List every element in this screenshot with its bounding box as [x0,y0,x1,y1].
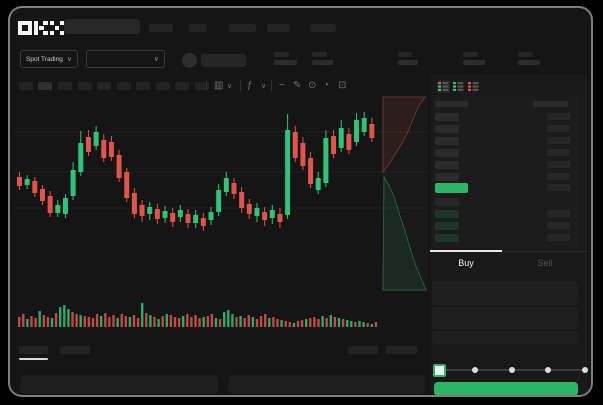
last-price-amount [547,184,570,191]
nav-item-2[interactable] [188,24,207,32]
ask-row-amount[interactable] [547,113,570,120]
fullscreen-icon[interactable]: ⊡ [338,80,347,91]
bottom-filter-1[interactable] [348,346,378,354]
slider-stop-4[interactable] [582,367,588,373]
bottom-filter-2[interactable] [386,346,417,354]
ask-row-amount[interactable] [547,149,570,156]
slider-stop-2[interactable] [509,367,515,373]
tab-sell[interactable]: Sell [502,252,588,274]
toolbar-divider [271,80,272,91]
ticker-stat-label-4 [463,52,478,57]
nav-item-3[interactable] [228,24,256,32]
bid-row-price[interactable] [435,234,459,242]
ticker-stat-value-5 [518,60,540,65]
ticker-stat-label-3 [398,52,412,57]
candlestick-chart[interactable] [14,96,428,292]
ticker-stat-label-2 [312,52,327,57]
total-input[interactable] [432,331,578,344]
ticker-stat-value-2 [312,60,333,65]
ask-row-amount[interactable] [547,125,570,132]
bid-row-amount[interactable] [547,234,570,241]
timeframe-pill-7[interactable] [136,82,150,90]
timeframe-pill-6[interactable] [117,82,131,90]
history-panel-placeholder [228,375,425,394]
market-type-label: Spot Trading [26,55,63,63]
amount-slider-handle[interactable] [433,364,446,377]
tab-buy[interactable]: Buy [430,252,502,274]
ticker-stat-value-3 [398,60,418,65]
ticker-stat-value-1 [274,60,297,65]
chevron-down-icon[interactable]: ∨ [261,83,267,90]
nav-item-4[interactable] [267,24,290,32]
bottom-tab-active-underline [19,358,48,360]
sell-tab-label: Sell [537,257,553,268]
draw-tool-icon[interactable]: ✎ [293,80,302,91]
camera-icon[interactable]: ⊙ [308,80,317,91]
slider-stop-3[interactable] [545,367,551,373]
search-input[interactable] [64,19,140,34]
amount-input[interactable] [432,307,578,329]
volume-chart [18,303,378,327]
history-icon[interactable]: ◔ [323,80,330,91]
book-combined-icon[interactable] [437,80,450,93]
market-type-dropdown[interactable]: Spot Trading ∨ [20,50,78,68]
bottom-tab-1[interactable] [19,346,48,354]
ask-row-price[interactable] [435,161,459,169]
bottom-tab-2[interactable] [60,346,90,354]
bid-row-amount[interactable] [547,210,570,217]
chevron-down-icon: ∨ [66,55,72,63]
timeframe-pill-10[interactable] [195,82,209,90]
timeframe-pill-1[interactable] [19,82,33,90]
pair-coin-icon [182,53,197,68]
book-bids-only-icon[interactable] [452,80,465,93]
bid-row-price[interactable] [435,198,459,206]
ticker-stat-label-1 [274,52,289,57]
slider-stop-1[interactable] [472,367,478,373]
line-tool-icon[interactable]: ~ [279,80,285,91]
toolbar-divider [240,80,241,91]
bid-row-price[interactable] [435,210,459,218]
bid-row-amount[interactable] [547,222,570,229]
ob-header-price [435,101,468,107]
ask-row-price[interactable] [435,137,459,145]
pair-name-placeholder [201,54,246,67]
app-window: Spot Trading ∨ ∨ [8,6,593,397]
price-input[interactable] [432,281,578,305]
timeframe-pill-8[interactable] [156,82,170,90]
bid-row-price[interactable] [435,222,459,230]
chevron-down-icon[interactable]: ∨ [227,83,233,90]
candle-type-icon[interactable]: ▥ [214,80,224,91]
timeframe-pill-4[interactable] [78,82,92,90]
ask-row-amount[interactable] [547,161,570,168]
book-asks-only-icon[interactable] [467,80,480,93]
timeframe-pill-5[interactable] [97,82,111,90]
nav-item-5[interactable] [310,24,336,32]
buy-submit-button[interactable] [434,382,578,395]
okx-logo [18,21,64,35]
toolbar-divider [206,80,207,91]
sell-tab-border [502,251,588,252]
ob-header-amount [533,101,568,107]
timeframe-pill-2[interactable] [38,82,52,90]
chevron-down-icon: ∨ [153,55,159,63]
ask-row-price[interactable] [435,125,459,133]
ask-row-amount[interactable] [547,137,570,144]
ask-row-price[interactable] [435,149,459,157]
ask-row-price[interactable] [435,173,459,181]
ticker-stat-label-5 [518,52,533,57]
last-price-badge[interactable] [435,183,468,193]
buy-tab-indicator [430,250,502,252]
indicators-icon[interactable]: ƒ [247,80,253,91]
pair-selector-dropdown[interactable]: ∨ [86,50,165,68]
timeframe-pill-9[interactable] [175,82,189,90]
ask-row-price[interactable] [435,113,459,121]
ask-row-amount[interactable] [547,173,570,180]
ticker-stat-value-4 [463,60,485,65]
orders-panel-placeholder [20,375,218,394]
buy-tab-label: Buy [458,257,474,268]
timeframe-pill-3[interactable] [58,82,72,90]
nav-item-1[interactable] [149,24,173,32]
